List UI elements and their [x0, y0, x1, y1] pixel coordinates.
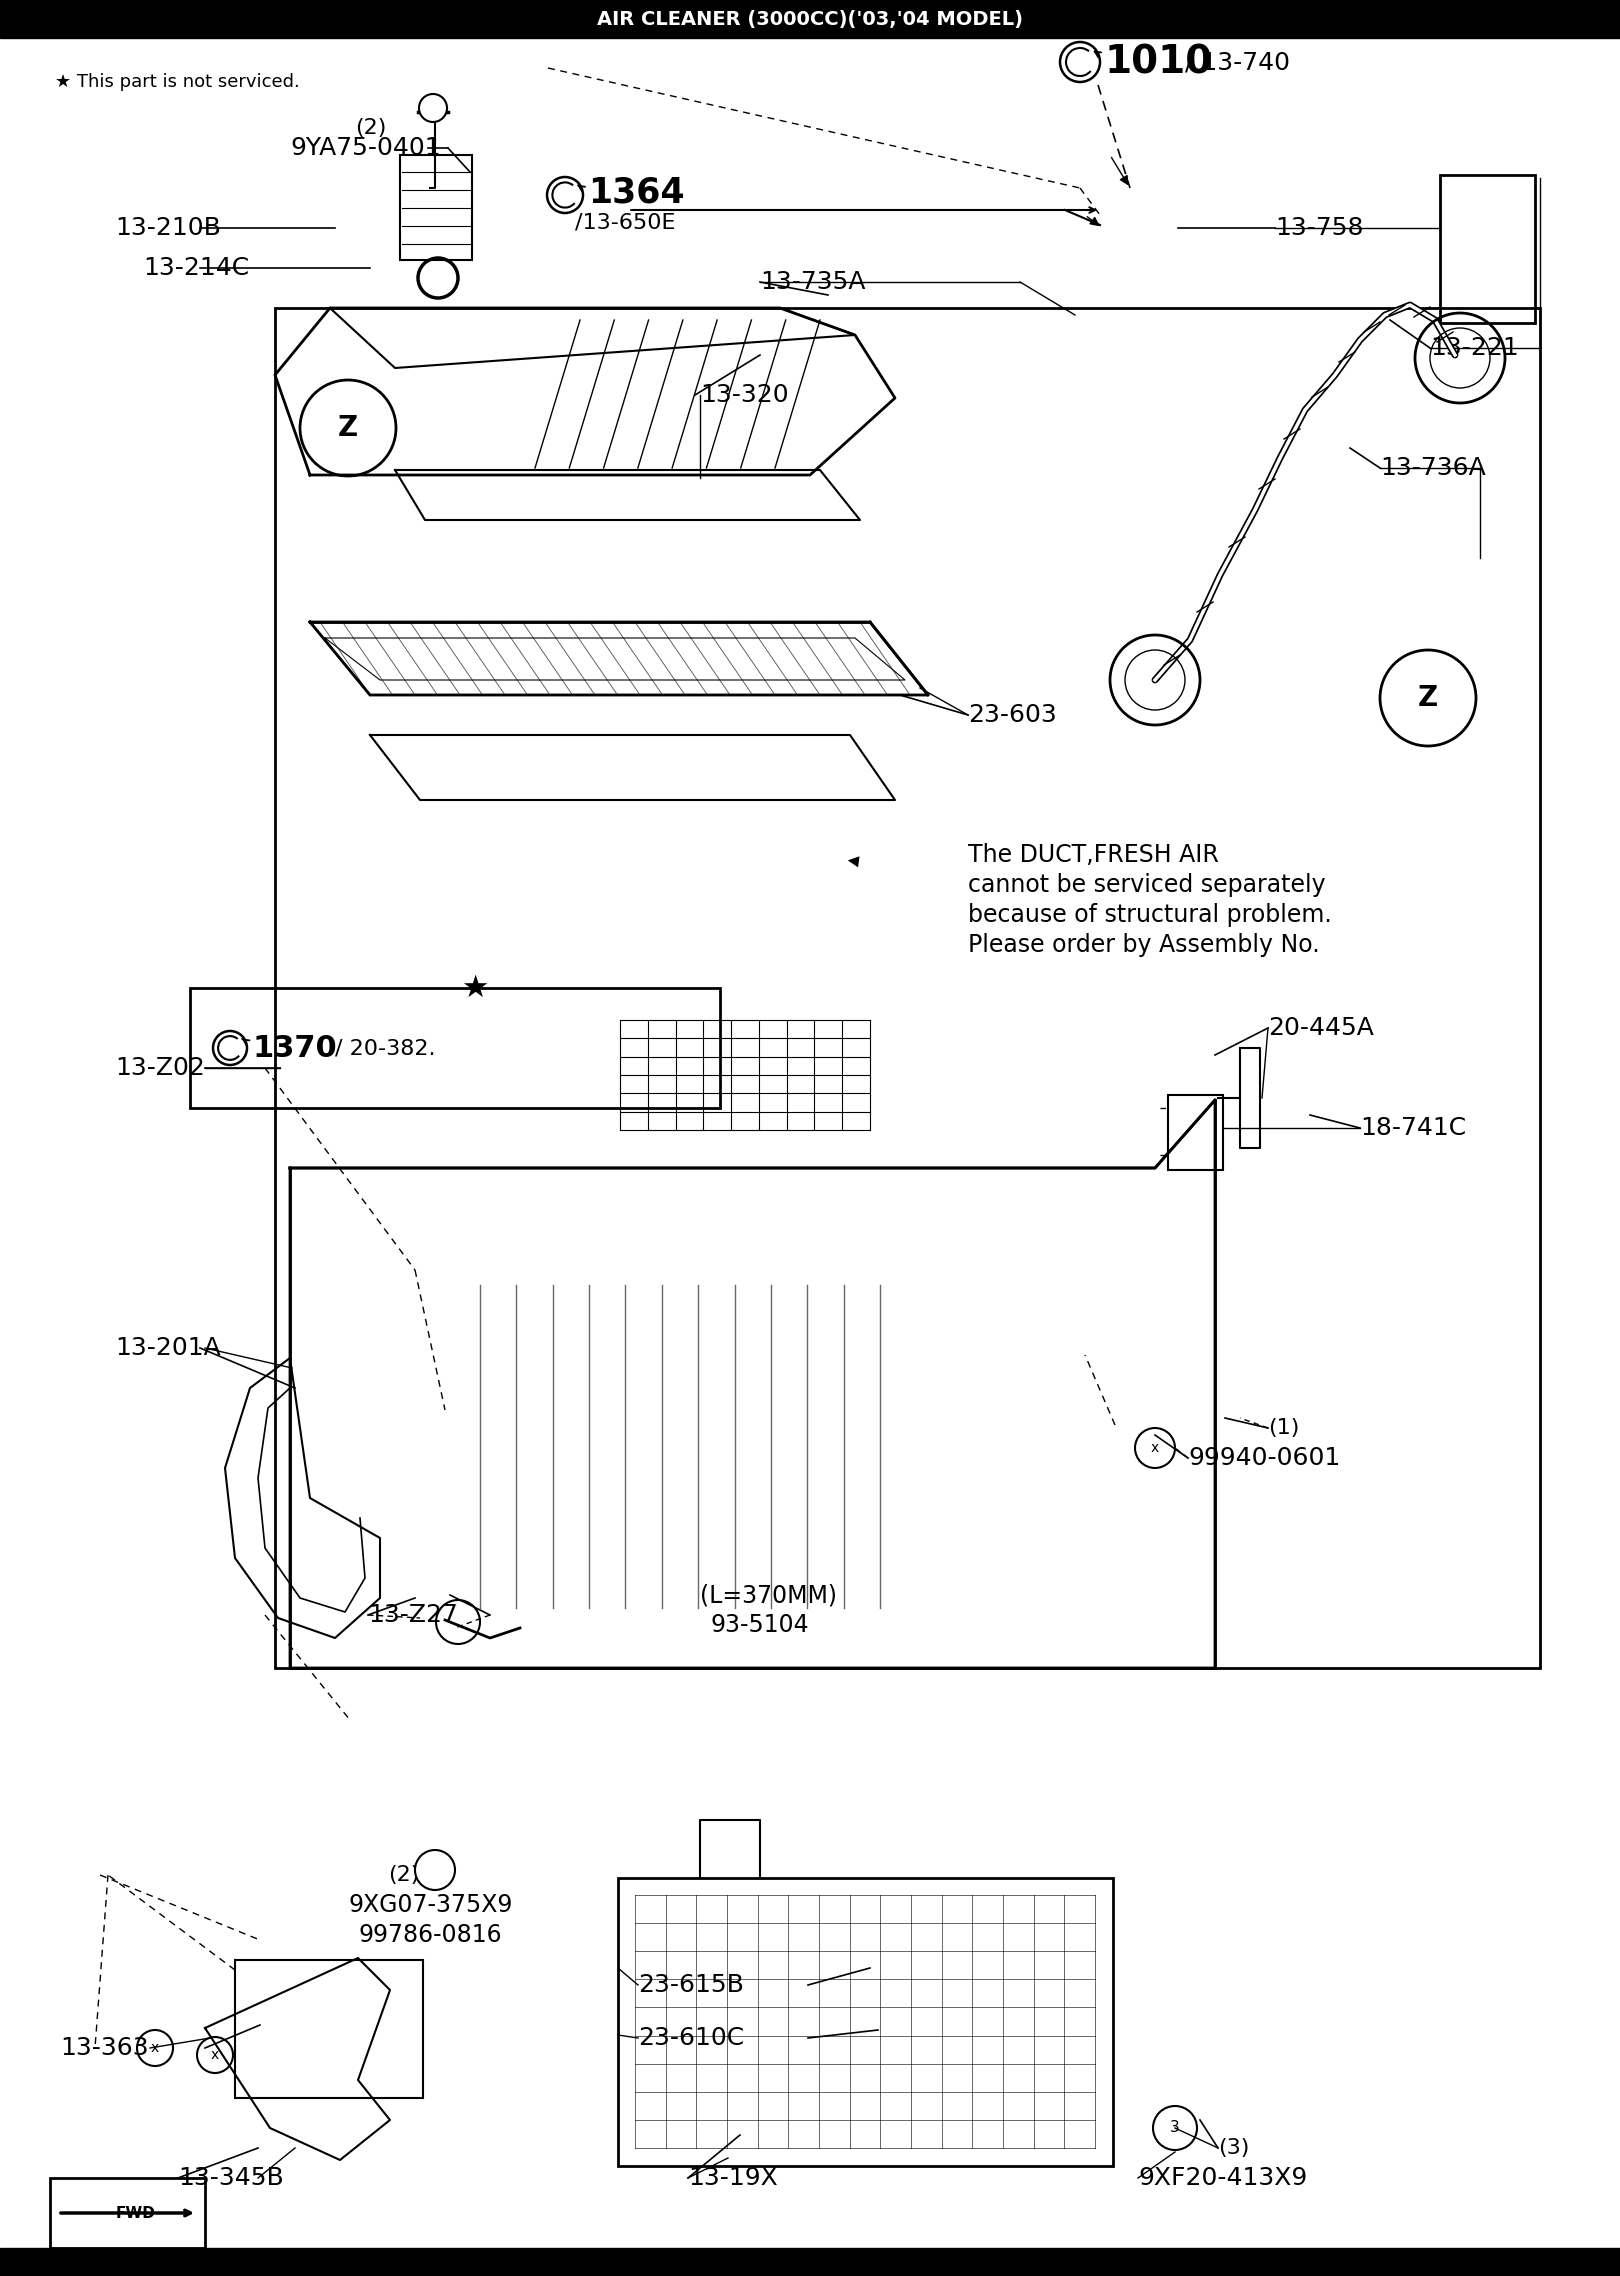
Text: 20-445A: 20-445A — [1268, 1015, 1374, 1040]
Text: x: x — [151, 2042, 159, 2055]
Text: (1): (1) — [1268, 1418, 1299, 1438]
Text: 13-221: 13-221 — [1430, 337, 1520, 360]
Text: Z: Z — [1418, 685, 1439, 712]
Circle shape — [415, 1850, 455, 1889]
Text: 9XG07-375X9: 9XG07-375X9 — [348, 1894, 512, 1916]
Text: 13-320: 13-320 — [700, 382, 789, 407]
Text: Please order by Assembly No.: Please order by Assembly No. — [969, 933, 1320, 956]
Bar — [1168, 1095, 1223, 1170]
Text: x: x — [1150, 1441, 1160, 1454]
Text: 18-741C: 18-741C — [1361, 1115, 1466, 1140]
Text: (3): (3) — [1218, 2137, 1249, 2158]
Text: x: x — [211, 2048, 219, 2062]
Bar — [1440, 175, 1536, 323]
Text: 23-615B: 23-615B — [638, 1973, 744, 1996]
Text: 99940-0601: 99940-0601 — [1187, 1445, 1340, 1470]
Text: x: x — [431, 1864, 439, 1878]
Text: The DUCT,FRESH AIR: The DUCT,FRESH AIR — [969, 842, 1218, 867]
Text: 13-345B: 13-345B — [178, 2167, 284, 2190]
Text: (2): (2) — [355, 118, 387, 139]
Bar — [275, 307, 1541, 1668]
Text: (2): (2) — [389, 1864, 420, 1885]
Text: ★ This part is not serviced.: ★ This part is not serviced. — [55, 73, 300, 91]
Text: 13-363: 13-363 — [60, 2037, 149, 2060]
Text: 13-736A: 13-736A — [1380, 455, 1486, 480]
Bar — [0, 0, 1620, 39]
Text: / 13-740: / 13-740 — [1184, 50, 1290, 75]
Text: cannot be serviced separately: cannot be serviced separately — [969, 874, 1325, 897]
Text: 13-Z02: 13-Z02 — [115, 1056, 204, 1081]
Text: because of structural problem.: because of structural problem. — [969, 904, 1332, 926]
Bar — [0, 2249, 1620, 2276]
Text: 1370: 1370 — [253, 1033, 337, 1063]
Text: 13-735A: 13-735A — [760, 271, 865, 294]
Text: (L=370MM): (L=370MM) — [700, 1584, 838, 1607]
Text: 9YA75-0401: 9YA75-0401 — [290, 137, 441, 159]
Text: 3: 3 — [1170, 2121, 1179, 2135]
Bar — [235, 1960, 423, 2098]
Bar — [400, 155, 471, 259]
Text: /13-650E: /13-650E — [575, 212, 676, 232]
Circle shape — [420, 93, 447, 123]
Text: AIR CLEANER (3000CC)('03,'04 MODEL): AIR CLEANER (3000CC)('03,'04 MODEL) — [598, 9, 1022, 30]
Text: ★: ★ — [462, 974, 489, 1001]
Text: 93-5104: 93-5104 — [710, 1614, 808, 1636]
Text: 1010: 1010 — [1105, 43, 1213, 82]
Text: 13-Z27: 13-Z27 — [368, 1602, 458, 1627]
Text: 13-214C: 13-214C — [143, 255, 249, 280]
Text: Z: Z — [339, 414, 358, 442]
Bar — [190, 988, 719, 1108]
Text: 23-603: 23-603 — [969, 703, 1056, 726]
Text: / 20-382.: / 20-382. — [335, 1038, 436, 1058]
Text: 9XF20-413X9: 9XF20-413X9 — [1137, 2167, 1307, 2190]
Bar — [617, 1878, 1113, 2167]
Text: 1364: 1364 — [588, 175, 685, 209]
Text: 13-19X: 13-19X — [688, 2167, 778, 2190]
Text: 13-210B: 13-210B — [115, 216, 220, 239]
Bar — [50, 2178, 206, 2249]
Text: FWD: FWD — [115, 2205, 156, 2221]
Text: 23-610C: 23-610C — [638, 2026, 744, 2051]
Text: 99786-0816: 99786-0816 — [358, 1923, 502, 1946]
Text: 13-201A: 13-201A — [115, 1336, 220, 1361]
Text: x: x — [429, 102, 437, 114]
Text: 13-758: 13-758 — [1275, 216, 1364, 239]
